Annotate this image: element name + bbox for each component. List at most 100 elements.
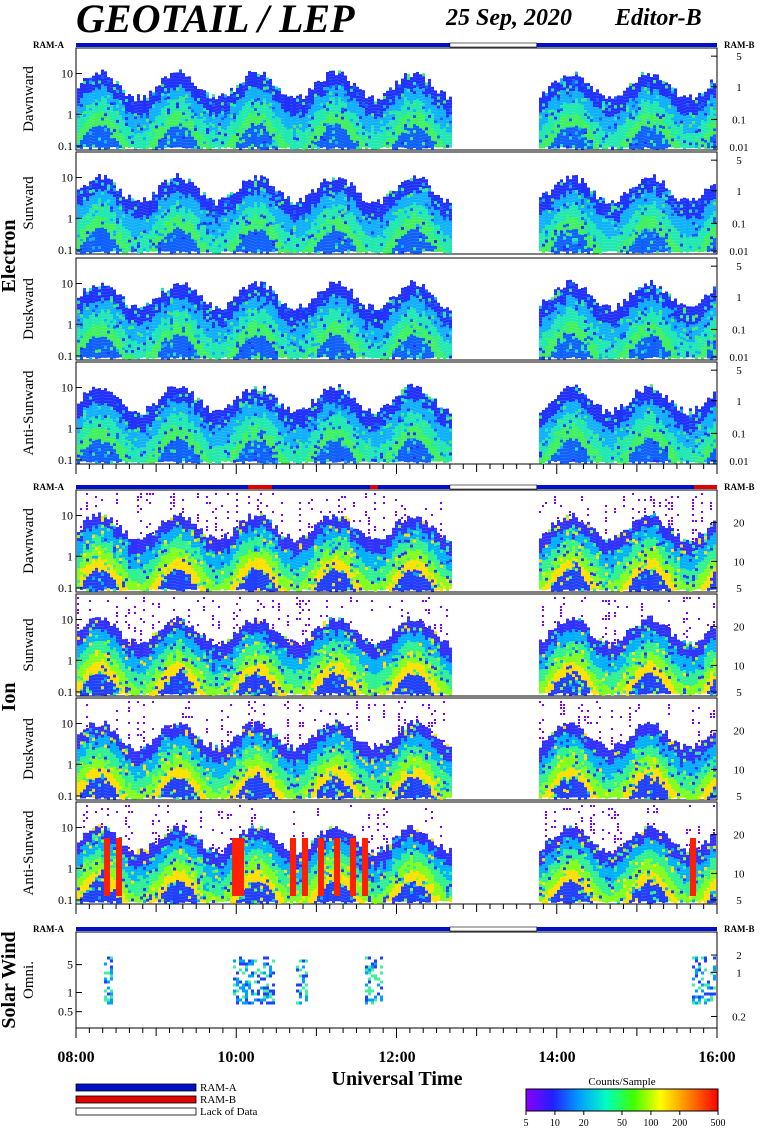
colorbar-tick-label: 100	[643, 1118, 658, 1128]
hot-burst	[104, 838, 110, 896]
left-tick-label: 0.1	[58, 893, 73, 907]
hot-burst	[334, 838, 340, 896]
left-tick-label: 0.1	[58, 581, 73, 595]
hot-burst	[318, 838, 324, 896]
hot-burst	[116, 838, 122, 896]
right-tick-label: 1	[736, 82, 742, 94]
right-tick-label: 20	[734, 830, 746, 842]
panel-label: Anti-Sunward	[21, 810, 37, 895]
right-tick-label: 5	[736, 791, 742, 803]
right-tick-label: 0.01	[729, 142, 748, 154]
right-tick-label: 5	[736, 155, 742, 167]
left-tick-label: 0.1	[58, 243, 73, 257]
x-tick-1200: 12:00	[378, 1049, 415, 1066]
x-tick-1000: 10:00	[217, 1049, 254, 1066]
panel-frame	[76, 932, 717, 1028]
right-tick-label: 5	[736, 261, 742, 273]
right-tick-label: 5	[736, 583, 742, 595]
colorbar-tick-label: 50	[617, 1118, 627, 1128]
status-bar-ram-a	[76, 927, 450, 931]
right-tick-label: 20	[734, 518, 746, 530]
group-label: Ion	[0, 683, 20, 712]
right-tick-label: 0.1	[732, 114, 746, 126]
left-tick-label: 1	[67, 549, 73, 563]
hot-burst	[350, 838, 356, 896]
right-tick-label: 0.01	[729, 456, 748, 468]
lep-summary-plot: GEOTAIL / LEP 25 Sep, 2020 Editor-B RAM-…	[0, 0, 762, 1128]
legend-label-lack-of-data: Lack of Data	[200, 1106, 258, 1118]
right-tick-label: 0.1	[732, 428, 746, 440]
left-tick-label: 1	[67, 107, 73, 121]
right-tick-label: 20	[734, 726, 746, 738]
legend-swatch-ram-a	[76, 1084, 196, 1091]
plot-editor: Editor-B	[614, 5, 702, 31]
left-tick-label: 10	[61, 171, 73, 185]
right-tick-label: 5	[736, 51, 742, 63]
plot-date: 25 Sep, 2020	[445, 5, 572, 31]
status-bar-gap	[450, 485, 537, 489]
left-tick-label: 5	[67, 958, 73, 972]
legend-swatch-lack-of-data	[76, 1108, 196, 1115]
left-tick-label: 0.1	[58, 789, 73, 803]
left-tick-label: 1	[67, 211, 73, 225]
group-label: Electron	[0, 220, 20, 293]
left-tick-label: 10	[61, 67, 73, 81]
status-bar-ram-a	[537, 927, 717, 931]
left-tick-label: 0.1	[58, 349, 73, 363]
right-tick-label: 1	[736, 967, 742, 979]
hot-burst	[290, 838, 296, 896]
colorbar-tick-label: 5	[524, 1118, 529, 1128]
left-tick-label: 1	[67, 861, 73, 875]
right-tick-label: 10	[734, 868, 746, 880]
colorbar-tick-label: 200	[672, 1118, 687, 1128]
right-tick-label: 20	[734, 622, 746, 634]
right-tick-label: 5	[736, 687, 742, 699]
right-tick-label: 0.2	[732, 1011, 746, 1023]
left-tick-label: 10	[61, 277, 73, 291]
colorbar	[526, 1089, 718, 1111]
left-tick-label: 0.1	[58, 139, 73, 153]
colorbar-label: Counts/Sample	[588, 1076, 655, 1088]
right-tick-label: 0.1	[732, 218, 746, 230]
left-tick-label: 10	[61, 509, 73, 523]
panel-label: Duskward	[21, 718, 37, 780]
panel-label: Sunward	[21, 618, 37, 672]
right-tick-label: 0.1	[732, 324, 746, 336]
colorbar-tick-label: 500	[711, 1118, 726, 1128]
left-tick-label: 10	[61, 613, 73, 627]
status-bar-ram-a	[76, 43, 450, 47]
x-axis-label: Universal Time	[332, 1068, 463, 1090]
hot-burst	[302, 838, 308, 896]
legend-label-ram-b: RAM-B	[200, 1094, 236, 1106]
panel-label: Omni.	[21, 961, 37, 999]
left-tick-label: 1	[67, 653, 73, 667]
panel-label: Duskward	[21, 278, 37, 340]
plot-title: GEOTAIL / LEP	[76, 0, 355, 41]
left-tick-label: 10	[61, 717, 73, 731]
status-label-left: RAM-A	[33, 482, 64, 492]
colorbar-tick-label: 10	[550, 1118, 560, 1128]
status-label-left: RAM-A	[33, 924, 64, 934]
right-tick-label: 1	[736, 396, 742, 408]
left-tick-label: 0.1	[58, 453, 73, 467]
left-tick-label: 0.1	[58, 685, 73, 699]
colorbar-tick-label: 20	[579, 1118, 589, 1128]
hot-burst	[238, 838, 244, 896]
status-bar-ram-a	[537, 43, 717, 47]
right-tick-label: 5	[736, 895, 742, 907]
left-tick-label: 1	[67, 317, 73, 331]
status-bar-ram-b	[694, 485, 717, 489]
status-bar-ram-b	[370, 485, 378, 489]
status-label-left: RAM-A	[33, 40, 64, 50]
left-tick-label: 0.5	[58, 1005, 73, 1019]
x-tick-1400: 14:00	[538, 1049, 575, 1066]
